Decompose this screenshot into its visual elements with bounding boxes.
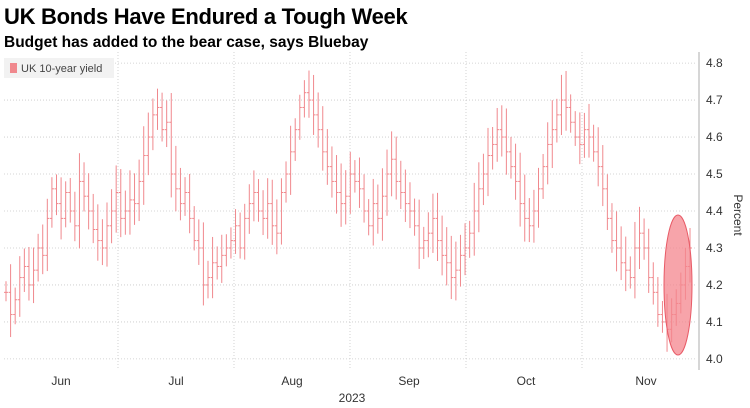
x-tick-label: Oct — [517, 374, 536, 388]
y-tick-label: 4.8 — [706, 56, 723, 70]
y-tick-label: 4.0 — [706, 352, 723, 366]
y-tick-label: 4.6 — [706, 130, 723, 144]
y-tick-label: 4.5 — [706, 167, 723, 181]
legend-swatch — [10, 63, 17, 73]
x-tick-label: Aug — [281, 374, 302, 388]
legend-label: UK 10-year yield — [21, 63, 102, 75]
x-tick-label: Jun — [51, 374, 70, 388]
legend-background — [4, 58, 114, 78]
x-tick-label: Sep — [398, 374, 420, 388]
x-tick-label: Nov — [635, 374, 656, 388]
y-tick-label: 4.4 — [706, 204, 723, 218]
y-tick-labels: 4.0 4.1 4.2 4.3 4.4 4.5 4.6 4.7 4.8 — [706, 56, 723, 366]
y-axis-title: Percent — [731, 194, 745, 236]
y-tick-label: 4.2 — [706, 278, 723, 292]
x-tick-labels: Jun Jul Aug Sep Oct Nov — [51, 374, 656, 388]
y-tick-label: 4.7 — [706, 93, 723, 107]
y-tick-label: 4.1 — [706, 315, 723, 329]
chart-title: UK Bonds Have Endured a Tough Week — [4, 4, 408, 29]
price-bars — [4, 70, 692, 352]
y-tick-label: 4.3 — [706, 241, 723, 255]
x-year-label: 2023 — [339, 391, 366, 405]
x-tick-label: Jul — [168, 374, 183, 388]
legend: UK 10-year yield — [4, 58, 114, 78]
chart-subtitle: Budget has added to the bear case, says … — [4, 34, 369, 51]
gridlines — [4, 52, 696, 370]
highlight-ellipse — [663, 214, 693, 356]
